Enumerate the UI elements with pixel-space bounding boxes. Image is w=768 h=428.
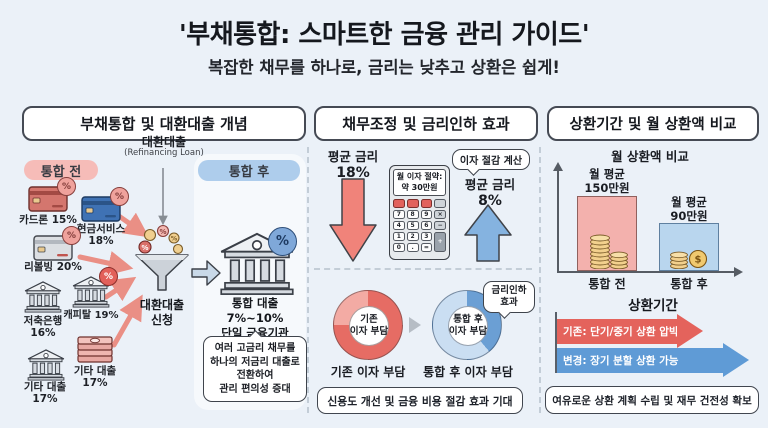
calc-key: 0 [393, 243, 405, 252]
bar-after-value: 월 평균 90만원 [670, 195, 708, 223]
calc-key: 6 [420, 221, 433, 230]
period-arrow-after: 변경: 장기 분할 상환 가능 [557, 343, 749, 377]
calculator-icon: 월 이자 절약: 약 30만원 7 8 9 × 4 5 6 − 1 2 3 + … [389, 165, 450, 260]
column-separator-right [539, 147, 541, 413]
calc-key: × [434, 210, 446, 219]
money-stack-icon [76, 336, 114, 364]
x-axis-arrowhead [734, 267, 743, 277]
calc-key: 7 [393, 210, 405, 219]
credit-card-blue-icon: % [81, 187, 129, 222]
svg-text:%: % [159, 228, 166, 236]
calculator-display: 월 이자 절약: 약 30만원 [393, 169, 446, 196]
svg-text:%: % [141, 244, 148, 252]
calc-key: − [434, 221, 446, 230]
bank-icon-other [27, 349, 65, 381]
up-arrow-icon [464, 204, 512, 262]
badge-after-consolidation: 통합 후 [198, 160, 300, 181]
debt-label-other-loan-bank: 기타 대출 17% [23, 381, 67, 406]
percent-badge-icon: % [57, 177, 76, 196]
coin-stack-icon [590, 234, 628, 269]
credit-card-red-icon: % [28, 177, 76, 212]
calc-key: 4 [393, 221, 405, 230]
calc-key [420, 199, 433, 208]
effect-footer-note: 신용도 개선 및 금융 비용 절감 효과 기대 [317, 387, 523, 414]
debt-label-cardloan: 카드론 15% [19, 214, 77, 226]
bar-before-category: 통합 전 [588, 277, 626, 291]
donut-before-center-text: 기존 이자 부담 [349, 306, 389, 346]
bar-after-category: 통합 후 [670, 277, 708, 291]
debt-label-savings-bank: 저축은행 16% [23, 315, 63, 340]
interest-saving-bubble: 이자 절감 계산 [452, 149, 530, 170]
bar-after-consolidation: $ [659, 223, 719, 271]
page-subtitle: 복잡한 채무를 하나로, 금리는 낮추고 상환은 쉽게! [208, 58, 560, 77]
percent-badge-icon: % [62, 226, 81, 245]
calc-key: 8 [406, 210, 419, 219]
calc-key: 2 [406, 232, 419, 241]
bar-chart-title: 월 상환액 비교 [611, 149, 689, 164]
calc-key: + [434, 232, 446, 252]
refinance-loan-label: 대환대출 (Refinancing Loan) [118, 135, 210, 159]
funnel-coins-icon: % % % [133, 224, 191, 296]
repayment-period-title: 상환기간 [628, 298, 678, 314]
column-separator-left [307, 147, 309, 413]
calc-key: 9 [420, 210, 433, 219]
avg-rate-after: 평균 금리 8% [464, 177, 516, 209]
donut-chart-before: 기존 이자 부담 [333, 290, 403, 360]
refinance-loan-title: 대환대출 [141, 135, 187, 149]
percent-badge-icon: % [99, 267, 118, 286]
panel-effect-header: 채무조정 및 금리인하 효과 [314, 106, 538, 141]
calc-key: 3 [420, 232, 433, 241]
badge-before-consolidation: 통합 전 [24, 160, 98, 180]
donut-after-label: 통합 후 이자 부담 [423, 365, 513, 379]
avg-rate-before: 평균 금리 18% [327, 149, 379, 181]
y-axis [557, 170, 559, 273]
panel-concept-header: 부채통합 및 대환대출 개념 [22, 106, 306, 141]
calc-key [393, 199, 405, 208]
bank-icon-savings [24, 281, 62, 313]
debt-label-other-loan-cash: 기타 대출 17% [73, 365, 117, 390]
donut-before-label: 기존 이자 부담 [330, 365, 406, 379]
play-arrow-icon [409, 317, 421, 333]
refinance-loan-subtitle: (Refinancing Loan) [124, 148, 204, 159]
period-baseline [555, 312, 557, 373]
bar-before-value: 월 평균 150만원 [584, 167, 630, 195]
percent-badge-icon: % [110, 187, 129, 206]
debt-label-revolving: 리볼빙 20% [24, 261, 82, 273]
funnel-label: 대환대출 신청 [139, 298, 185, 327]
period-arrow-before: 기존: 단기/중기 상환 압박 [557, 314, 703, 348]
page-title: '부채통합: 스마트한 금융 관리 가이드' [178, 20, 590, 50]
calc-key: . [406, 243, 419, 252]
arrow-head-icon [677, 314, 703, 348]
percent-badge-blue-icon: % [268, 227, 297, 256]
calc-key: 5 [406, 221, 419, 230]
arrow-head-icon [723, 343, 749, 377]
svg-text:%: % [171, 235, 178, 243]
x-axis [557, 271, 735, 273]
coin-stack-dollar-icon: $ [670, 249, 708, 269]
svg-text:$: $ [695, 255, 702, 266]
calc-key [434, 199, 446, 208]
bar-before-consolidation [577, 196, 637, 271]
panel-comparison-header: 상환기간 및 월 상환액 비교 [547, 106, 759, 141]
donut-after-center-text: 통합 후 이자 부담 [448, 306, 488, 346]
debt-label-cash-service: 현금서비스 18% [76, 223, 126, 248]
comparison-footer-note: 여유로운 상환 계획 수립 및 재무 건전성 확보 [545, 386, 759, 414]
calc-key: 1 [393, 232, 405, 241]
debt-label-capital: 캐피탈 19% [63, 310, 119, 321]
right-block-arrow-icon [191, 258, 221, 288]
calc-key: = [420, 243, 433, 252]
y-axis-arrowhead [553, 162, 563, 171]
calculator-keys: 7 8 9 × 4 5 6 − 1 2 3 + 0 . = [393, 199, 446, 252]
calc-key [406, 199, 419, 208]
credit-card-gray-icon: % [33, 226, 81, 261]
bank-icon-capital: % [72, 267, 118, 308]
effect-section-divider [314, 268, 532, 270]
concept-note-bubble: 여러 고금리 채무를 하나의 저금리 대출로 전환하여 관리 편의성 증대 [203, 336, 307, 402]
rate-cut-bubble: 금리인하 효과 [483, 281, 535, 313]
down-arrow-icon [329, 178, 377, 262]
donut-chart-after: 통합 후 이자 부담 [432, 290, 502, 360]
